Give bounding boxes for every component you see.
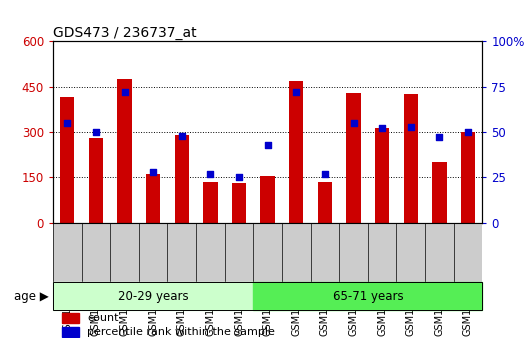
Point <box>92 129 100 135</box>
Bar <box>289 81 303 223</box>
Bar <box>404 94 418 223</box>
Point <box>263 142 272 148</box>
Bar <box>318 182 332 223</box>
Text: GDS473 / 236737_at: GDS473 / 236737_at <box>53 26 197 40</box>
Point <box>178 133 186 138</box>
Point <box>63 120 72 126</box>
Point <box>321 171 329 177</box>
Point <box>407 124 415 129</box>
Bar <box>61 313 79 323</box>
Text: 65-71 years: 65-71 years <box>332 289 403 303</box>
Bar <box>174 135 189 223</box>
Bar <box>461 132 475 223</box>
Text: 20-29 years: 20-29 years <box>118 289 189 303</box>
Bar <box>61 327 79 337</box>
Bar <box>60 97 74 223</box>
Bar <box>53 282 253 310</box>
Bar <box>232 184 246 223</box>
Point <box>435 135 444 140</box>
Text: age ▶: age ▶ <box>14 289 49 303</box>
Point <box>292 89 301 95</box>
Point <box>120 89 129 95</box>
Point <box>149 169 157 175</box>
Text: count: count <box>87 313 119 323</box>
Bar <box>261 176 275 223</box>
Text: percentile rank within the sample: percentile rank within the sample <box>87 327 275 337</box>
Bar <box>146 174 160 223</box>
Bar <box>253 282 482 310</box>
Bar <box>89 138 103 223</box>
Point <box>206 171 215 177</box>
Bar <box>347 93 360 223</box>
Bar <box>375 128 389 223</box>
Bar <box>204 182 217 223</box>
Bar <box>118 79 132 223</box>
Point <box>349 120 358 126</box>
Point <box>464 129 472 135</box>
Bar <box>432 162 446 223</box>
Point <box>235 175 243 180</box>
Point <box>378 126 386 131</box>
